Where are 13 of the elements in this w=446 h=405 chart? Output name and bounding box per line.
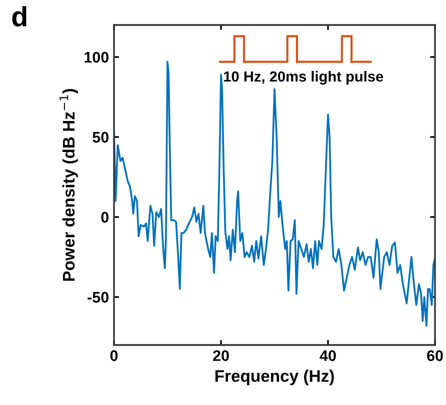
x-tick-label: 60 — [427, 350, 443, 362]
annotation: 10 Hz, 20ms light pulse — [224, 70, 384, 85]
y-tick-label: 0 — [101, 212, 109, 223]
y-tick-label: 100 — [84, 52, 109, 63]
x-tick-label: 40 — [320, 350, 336, 362]
chart-title: d — [12, 6, 26, 26]
y-axis-title: Power density (dB Hz$^{−1}$) — [60, 88, 78, 281]
line-series — [114, 60, 435, 327]
x-tick-label: 20 — [213, 350, 229, 362]
x-axis-title: Frequency (Hz) — [215, 370, 334, 386]
y-tick-label: 50 — [92, 132, 109, 143]
y-tick-label: -50 — [88, 292, 109, 303]
x-tick-label: 0 — [110, 350, 118, 362]
